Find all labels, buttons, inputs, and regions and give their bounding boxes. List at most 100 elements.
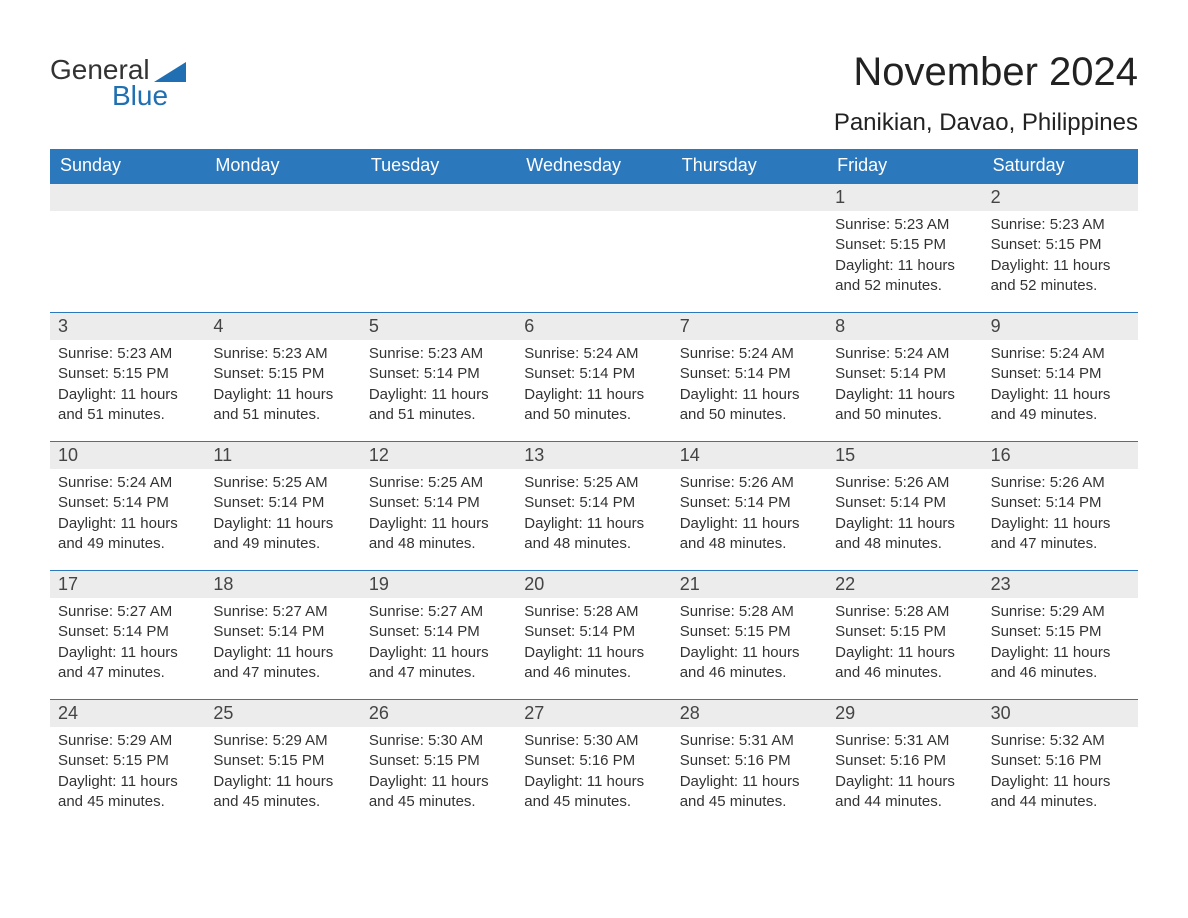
day-info-line: Sunset: 5:14 PM xyxy=(835,493,974,513)
day-info-line: Daylight: 11 hours and 46 minutes. xyxy=(991,643,1130,684)
day-info-line: Daylight: 11 hours and 47 minutes. xyxy=(991,514,1130,555)
day-info-line: Sunrise: 5:30 AM xyxy=(369,731,508,751)
day-body: Sunrise: 5:23 AMSunset: 5:15 PMDaylight:… xyxy=(205,340,360,431)
day-body: Sunrise: 5:24 AMSunset: 5:14 PMDaylight:… xyxy=(50,469,205,560)
day-info-line: Sunset: 5:14 PM xyxy=(524,622,663,642)
day-number xyxy=(516,184,671,211)
day-info-line: Sunrise: 5:29 AM xyxy=(213,731,352,751)
day-body: Sunrise: 5:31 AMSunset: 5:16 PMDaylight:… xyxy=(672,727,827,818)
day-cell: 25Sunrise: 5:29 AMSunset: 5:15 PMDayligh… xyxy=(205,700,360,818)
day-body: Sunrise: 5:23 AMSunset: 5:15 PMDaylight:… xyxy=(827,211,982,302)
day-info-line: Sunrise: 5:26 AM xyxy=(991,473,1130,493)
day-info-line: Daylight: 11 hours and 52 minutes. xyxy=(835,256,974,297)
day-number: 6 xyxy=(516,313,671,340)
day-info-line: Sunrise: 5:31 AM xyxy=(835,731,974,751)
day-info-line: Sunrise: 5:31 AM xyxy=(680,731,819,751)
day-number: 2 xyxy=(983,184,1138,211)
day-info-line: Daylight: 11 hours and 49 minutes. xyxy=(213,514,352,555)
day-cell: 26Sunrise: 5:30 AMSunset: 5:15 PMDayligh… xyxy=(361,700,516,818)
day-number: 29 xyxy=(827,700,982,727)
day-cell: 11Sunrise: 5:25 AMSunset: 5:14 PMDayligh… xyxy=(205,442,360,560)
day-number xyxy=(205,184,360,211)
day-body: Sunrise: 5:27 AMSunset: 5:14 PMDaylight:… xyxy=(50,598,205,689)
day-number: 12 xyxy=(361,442,516,469)
day-number: 27 xyxy=(516,700,671,727)
day-body: Sunrise: 5:30 AMSunset: 5:16 PMDaylight:… xyxy=(516,727,671,818)
day-info-line: Daylight: 11 hours and 45 minutes. xyxy=(213,772,352,813)
day-body: Sunrise: 5:24 AMSunset: 5:14 PMDaylight:… xyxy=(827,340,982,431)
day-body: Sunrise: 5:27 AMSunset: 5:14 PMDaylight:… xyxy=(361,598,516,689)
day-number: 18 xyxy=(205,571,360,598)
dow-friday: Friday xyxy=(827,149,982,184)
dow-tuesday: Tuesday xyxy=(361,149,516,184)
day-info-line: Daylight: 11 hours and 45 minutes. xyxy=(680,772,819,813)
day-info-line: Sunset: 5:14 PM xyxy=(369,622,508,642)
dow-wednesday: Wednesday xyxy=(516,149,671,184)
day-body: Sunrise: 5:23 AMSunset: 5:15 PMDaylight:… xyxy=(50,340,205,431)
day-cell: 5Sunrise: 5:23 AMSunset: 5:14 PMDaylight… xyxy=(361,313,516,431)
calendar: Sunday Monday Tuesday Wednesday Thursday… xyxy=(50,149,1138,818)
day-info-line: Sunrise: 5:24 AM xyxy=(680,344,819,364)
day-info-line: Sunrise: 5:28 AM xyxy=(680,602,819,622)
day-body: Sunrise: 5:29 AMSunset: 5:15 PMDaylight:… xyxy=(50,727,205,818)
day-body xyxy=(672,211,827,221)
day-info-line: Sunset: 5:14 PM xyxy=(369,493,508,513)
day-of-week-header: Sunday Monday Tuesday Wednesday Thursday… xyxy=(50,149,1138,184)
day-number: 30 xyxy=(983,700,1138,727)
day-info-line: Sunset: 5:16 PM xyxy=(835,751,974,771)
day-info-line: Sunset: 5:15 PM xyxy=(991,622,1130,642)
day-info-line: Daylight: 11 hours and 50 minutes. xyxy=(524,385,663,426)
location-subtitle: Panikian, Davao, Philippines xyxy=(834,109,1138,137)
day-info-line: Sunset: 5:14 PM xyxy=(213,622,352,642)
day-info-line: Sunrise: 5:25 AM xyxy=(213,473,352,493)
header: General Blue November 2024 Panikian, Dav… xyxy=(50,50,1138,137)
day-cell: 29Sunrise: 5:31 AMSunset: 5:16 PMDayligh… xyxy=(827,700,982,818)
day-info-line: Daylight: 11 hours and 45 minutes. xyxy=(524,772,663,813)
day-info-line: Sunset: 5:14 PM xyxy=(991,364,1130,384)
day-info-line: Sunrise: 5:28 AM xyxy=(835,602,974,622)
day-body: Sunrise: 5:23 AMSunset: 5:15 PMDaylight:… xyxy=(983,211,1138,302)
day-body: Sunrise: 5:25 AMSunset: 5:14 PMDaylight:… xyxy=(361,469,516,560)
day-body: Sunrise: 5:30 AMSunset: 5:15 PMDaylight:… xyxy=(361,727,516,818)
day-cell: 23Sunrise: 5:29 AMSunset: 5:15 PMDayligh… xyxy=(983,571,1138,689)
day-number: 22 xyxy=(827,571,982,598)
day-info-line: Sunrise: 5:30 AM xyxy=(524,731,663,751)
day-cell: 12Sunrise: 5:25 AMSunset: 5:14 PMDayligh… xyxy=(361,442,516,560)
day-cell: 19Sunrise: 5:27 AMSunset: 5:14 PMDayligh… xyxy=(361,571,516,689)
day-number: 23 xyxy=(983,571,1138,598)
day-info-line: Sunrise: 5:24 AM xyxy=(524,344,663,364)
day-info-line: Sunset: 5:14 PM xyxy=(680,364,819,384)
day-number: 24 xyxy=(50,700,205,727)
day-number: 10 xyxy=(50,442,205,469)
day-body: Sunrise: 5:28 AMSunset: 5:14 PMDaylight:… xyxy=(516,598,671,689)
day-info-line: Daylight: 11 hours and 45 minutes. xyxy=(369,772,508,813)
day-cell: 22Sunrise: 5:28 AMSunset: 5:15 PMDayligh… xyxy=(827,571,982,689)
day-cell: 4Sunrise: 5:23 AMSunset: 5:15 PMDaylight… xyxy=(205,313,360,431)
day-info-line: Daylight: 11 hours and 47 minutes. xyxy=(369,643,508,684)
day-cell xyxy=(361,184,516,302)
day-number: 21 xyxy=(672,571,827,598)
day-body xyxy=(516,211,671,221)
day-info-line: Sunset: 5:14 PM xyxy=(58,622,197,642)
day-info-line: Sunrise: 5:26 AM xyxy=(835,473,974,493)
day-body: Sunrise: 5:25 AMSunset: 5:14 PMDaylight:… xyxy=(205,469,360,560)
day-cell: 15Sunrise: 5:26 AMSunset: 5:14 PMDayligh… xyxy=(827,442,982,560)
day-info-line: Sunrise: 5:27 AM xyxy=(58,602,197,622)
day-number: 5 xyxy=(361,313,516,340)
day-cell: 9Sunrise: 5:24 AMSunset: 5:14 PMDaylight… xyxy=(983,313,1138,431)
day-info-line: Sunrise: 5:23 AM xyxy=(213,344,352,364)
day-info-line: Sunrise: 5:28 AM xyxy=(524,602,663,622)
day-info-line: Sunset: 5:14 PM xyxy=(524,493,663,513)
day-body: Sunrise: 5:24 AMSunset: 5:14 PMDaylight:… xyxy=(672,340,827,431)
day-info-line: Sunrise: 5:24 AM xyxy=(58,473,197,493)
day-info-line: Daylight: 11 hours and 50 minutes. xyxy=(835,385,974,426)
day-cell: 20Sunrise: 5:28 AMSunset: 5:14 PMDayligh… xyxy=(516,571,671,689)
week-row: 17Sunrise: 5:27 AMSunset: 5:14 PMDayligh… xyxy=(50,570,1138,689)
day-number: 13 xyxy=(516,442,671,469)
day-number: 14 xyxy=(672,442,827,469)
day-info-line: Sunrise: 5:23 AM xyxy=(369,344,508,364)
day-number: 7 xyxy=(672,313,827,340)
day-cell: 28Sunrise: 5:31 AMSunset: 5:16 PMDayligh… xyxy=(672,700,827,818)
day-body: Sunrise: 5:28 AMSunset: 5:15 PMDaylight:… xyxy=(672,598,827,689)
dow-sunday: Sunday xyxy=(50,149,205,184)
